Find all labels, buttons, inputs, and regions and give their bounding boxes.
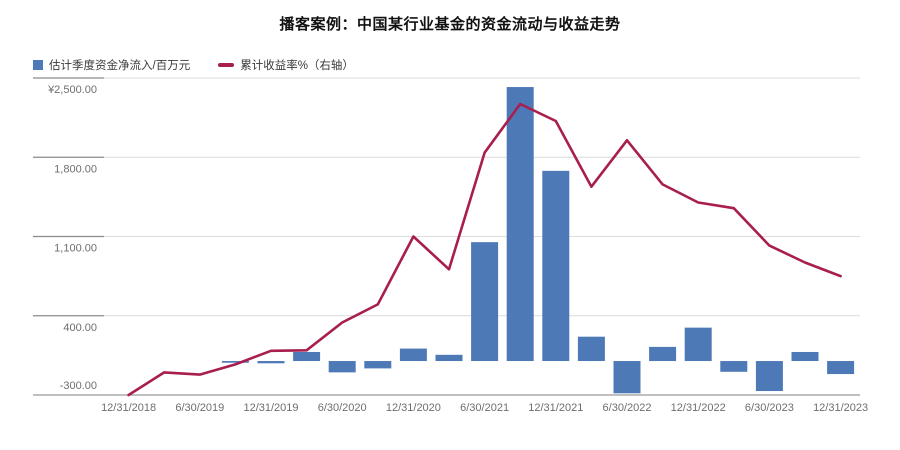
net-inflow-bar <box>435 354 463 362</box>
y-axis-tick-label: 1,800.00 <box>54 163 97 175</box>
x-axis-tick-label: 12/31/2018 <box>101 402 156 414</box>
net-inflow-bar <box>827 361 855 375</box>
x-axis-tick-label: 6/30/2023 <box>745 402 794 414</box>
legend-label-cumulative-return: 累计收益率%（右轴） <box>240 60 354 72</box>
net-inflow-bar <box>471 242 499 362</box>
net-inflow-bar <box>364 361 392 369</box>
net-inflow-bar <box>257 361 285 364</box>
legend-item-net-inflow: 估计季度资金净流入/百万元 <box>33 57 190 73</box>
x-axis-tick-label: 12/31/2022 <box>671 402 726 414</box>
bar-series-swatch-icon <box>33 60 43 70</box>
chart-title: 播客案例：中国某行业基金的资金流动与收益走势 <box>279 16 621 33</box>
chart-legend: 估计季度资金净流入/百万元 累计收益率%（右轴） <box>33 57 354 73</box>
net-inflow-bar <box>328 361 356 373</box>
y-axis-tick-label: -300.00 <box>60 380 97 392</box>
x-axis-tick-label: 6/30/2020 <box>318 402 367 414</box>
net-inflow-bar <box>684 327 712 362</box>
legend-label-net-inflow: 估计季度资金净流入/百万元 <box>49 60 191 72</box>
cumulative-return-line <box>127 102 842 397</box>
net-inflow-bar <box>542 170 570 362</box>
x-axis-tick-label: 6/30/2021 <box>460 402 509 414</box>
net-inflow-bar <box>506 87 534 362</box>
net-inflow-bar <box>293 351 321 362</box>
y-axis-tick-label: 1,100.00 <box>54 243 97 255</box>
net-inflow-bar <box>577 336 605 362</box>
net-inflow-bar <box>755 361 783 392</box>
y-axis-tick-label: ¥2,500.00 <box>47 84 97 96</box>
net-inflow-bar <box>399 348 427 362</box>
x-axis-tick-label: 12/31/2020 <box>386 402 441 414</box>
x-axis-tick-label: 6/30/2019 <box>175 402 224 414</box>
x-axis-tick-label: 12/31/2019 <box>243 402 298 414</box>
x-axis-tick-label: 12/31/2023 <box>813 402 868 414</box>
net-inflow-bar <box>791 351 819 362</box>
net-inflow-bar <box>221 361 249 363</box>
net-inflow-bar <box>649 346 677 362</box>
x-axis-tick-label: 12/31/2021 <box>528 402 583 414</box>
net-inflow-bar <box>613 361 641 394</box>
legend-item-cumulative-return: 累计收益率%（右轴） <box>218 57 354 73</box>
x-axis-tick-label: 6/30/2022 <box>603 402 652 414</box>
line-series-swatch-icon <box>218 63 235 67</box>
net-inflow-bar <box>720 361 748 372</box>
y-axis-tick-label: 400.00 <box>63 322 97 334</box>
